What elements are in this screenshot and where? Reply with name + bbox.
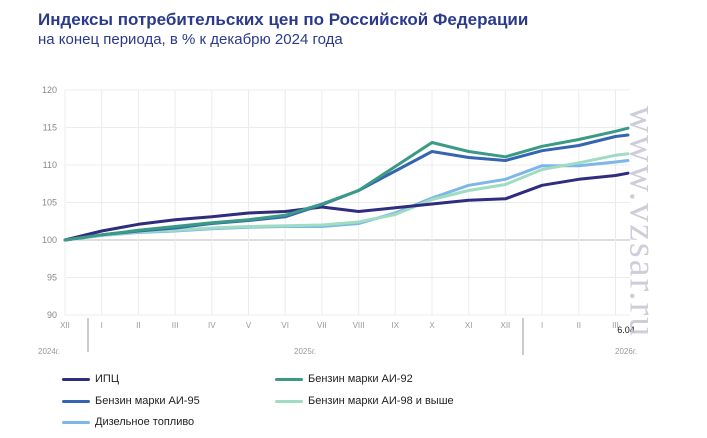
y-tick-label: 105 [42,198,57,208]
year-label: 2024г. [38,347,60,356]
x-tick-label: VII [317,321,327,330]
y-tick-label: 110 [43,160,57,170]
x-tick-label: II [577,321,581,330]
legend-swatch [275,377,303,381]
legend-item-ai95: Бензин марки АИ-95 [62,395,200,407]
x-tick-label: XI [465,321,473,330]
x-tick-label: II [136,321,140,330]
series-line-1 [63,126,630,242]
legend-label: Дизельное топливо [95,416,195,428]
x-tick-label: V [246,321,252,330]
y-tick-label: 100 [42,235,57,245]
legend-label: Бензин марки АИ-92 [308,373,413,385]
x-tick-label: X [429,321,435,330]
chart-subtitle: на конец периода, в % к декабрю 2024 год… [38,31,343,48]
legend-swatch [62,377,90,381]
legend-label: Бензин марки АИ-98 и выше [308,395,454,407]
x-tick-label: XII [60,321,70,330]
x-tick-label: IX [392,321,400,330]
x-tick-label: III [612,321,619,330]
legend-item-diesel: Дизельное топливо [62,416,194,428]
x-tick-label: IV [208,321,216,330]
x-tick-label: I [541,321,543,330]
chart-title: Индексы потребительских цен по Российско… [38,10,529,29]
y-tick-label: 90 [47,310,57,320]
legend-item-ai98: Бензин марки АИ-98 и выше [275,395,454,407]
series-line-3 [63,152,630,242]
x-tick-label: VIII [353,321,365,330]
x-tick-label: XII [501,321,511,330]
legend-swatch [275,399,303,403]
y-tick-label: 95 [47,273,57,283]
year-label: 2026г. [615,347,637,356]
legend-label: Бензин марки АИ-95 [95,395,200,407]
series-line-0 [63,171,630,242]
y-tick-label: 115 [43,123,57,133]
x-tick-label: III [172,321,179,330]
legend-item-ai92: Бензин марки АИ-92 [275,373,413,385]
x-tick-label: VI [281,321,289,330]
x-tick-label: 6.04 [617,325,635,335]
legend-label: ИПЦ [95,373,119,385]
x-tick-label: I [101,321,103,330]
legend-item-cpi: ИПЦ [62,373,119,385]
legend-swatch [62,420,90,424]
legend-swatch [62,399,90,403]
y-tick-label: 120 [42,85,57,95]
watermark: www.vzsar.ru [621,105,664,339]
year-label: 2025г. [294,347,316,356]
